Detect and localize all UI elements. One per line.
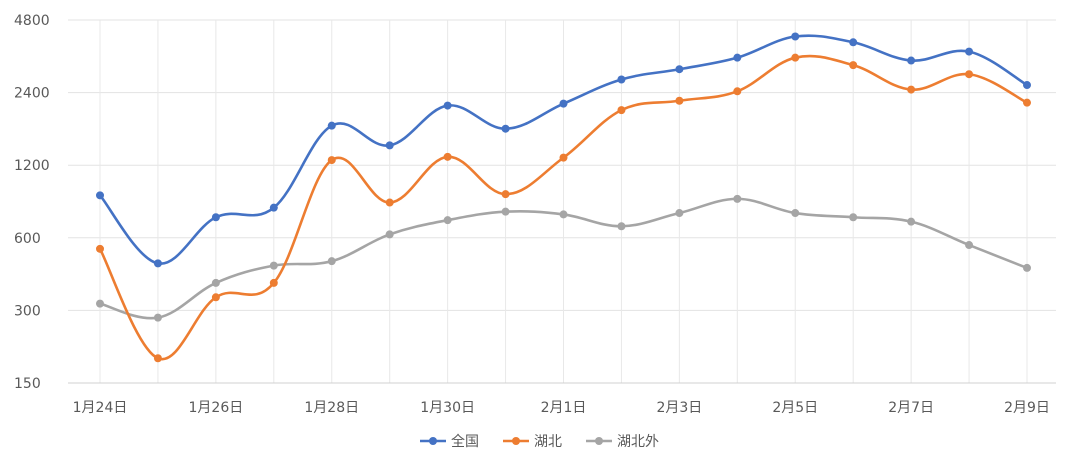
data-point [1023,81,1031,90]
data-point [675,65,684,74]
data-point [501,190,510,199]
data-point [791,209,800,218]
data-point [1023,263,1031,272]
data-point [153,313,162,322]
data-point [327,156,336,165]
data-point [385,141,394,150]
y-tick-label: 2400 [14,86,50,102]
data-point [269,278,278,287]
legend-marker [595,437,603,445]
legend-item: 湖北外 [586,434,659,450]
data-point [153,354,162,363]
series-line [98,54,1029,361]
data-point [327,257,336,266]
data-point [443,216,452,225]
data-point [907,56,916,65]
x-tick-label: 1月28日 [304,400,359,416]
data-point [559,210,568,219]
data-point [327,121,336,130]
data-point [849,61,858,70]
data-point [385,230,394,239]
data-point [96,191,104,200]
legend-marker [512,437,520,445]
data-point [559,99,568,108]
data-point [385,198,394,207]
data-point [96,244,104,253]
legend-item: 全国 [420,433,479,450]
data-point [559,153,568,162]
data-point [617,222,626,231]
data-point [269,203,278,212]
y-tick-label: 600 [14,231,41,247]
data-point [733,194,742,203]
legend-label: 湖北 [534,434,562,450]
data-point [965,241,974,250]
data-point [733,87,742,96]
x-tick-label: 2月7日 [888,400,934,416]
grid [68,19,1056,384]
data-point [211,213,220,222]
x-tick-label: 1月26日 [189,400,244,416]
data-point [791,53,800,62]
data-point [675,209,684,218]
data-point [211,293,220,302]
legend-label: 湖北外 [617,434,659,450]
x-tick-label: 2月3日 [656,400,702,416]
y-tick-label: 1200 [14,158,50,174]
y-tick-label: 150 [14,376,41,392]
y-tick-label: 300 [14,303,41,319]
data-point [849,38,858,47]
data-point [617,75,626,84]
data-point [1023,98,1031,107]
x-tick-label: 2月1日 [541,400,587,416]
series-line [98,34,1029,265]
data-point [907,85,916,94]
y-tick-label: 4800 [14,13,50,29]
series-1 [96,32,1031,268]
data-point [965,47,974,56]
data-point [501,124,510,133]
x-tick-label: 1月30日 [420,400,475,416]
data-point [269,261,278,270]
x-tick-label: 2月9日 [1004,400,1050,416]
data-point [907,217,916,226]
x-tick-label: 1月24日 [73,400,128,416]
series-layer [96,32,1031,363]
data-point [443,152,452,161]
legend: 全国 湖北 湖北外 [420,433,659,450]
data-point [501,207,510,216]
data-point [965,70,974,79]
y-axis: 150 300 600 1200 2400 4800 [14,13,50,392]
x-tick-label: 2月5日 [772,400,818,416]
data-point [791,32,800,41]
data-point [96,299,104,308]
legend-item: 湖北 [503,434,562,450]
data-point [675,96,684,105]
series-2 [96,53,1031,363]
data-point [849,213,858,222]
x-axis: 1月24日 1月26日 1月28日 1月30日 2月1日 2月3日 2月5日 2月7日 2月9日 [68,382,1056,416]
data-point [153,259,162,268]
data-point [211,278,220,287]
data-point [443,101,452,110]
legend-label: 全国 [451,433,479,450]
data-point [617,106,626,115]
data-point [733,53,742,62]
series-3 [96,194,1031,322]
legend-marker [429,437,437,445]
